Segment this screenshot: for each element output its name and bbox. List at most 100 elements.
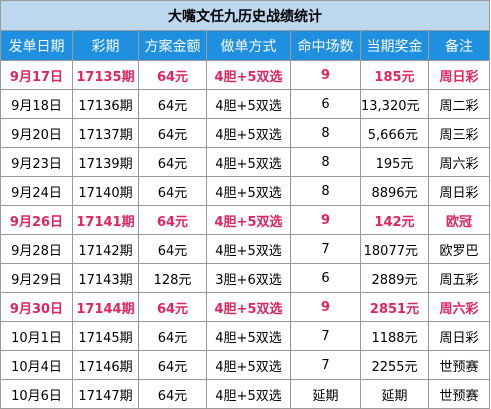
table-row: 9月18日 17136期 64元 4胆+5双选 6 13,320元 周二彩 xyxy=(0,89,491,119)
cell-prize: 142元 xyxy=(360,205,429,235)
cell-prize: 13,320元 xyxy=(360,89,429,119)
header-prize: 当期奖金 xyxy=(360,30,429,61)
header-note: 备注 xyxy=(427,30,491,61)
cell-period: 17146期 xyxy=(72,350,139,380)
cell-period: 17135期 xyxy=(72,60,139,90)
cell-amount: 64元 xyxy=(138,292,207,322)
cell-amount: 64元 xyxy=(138,234,207,264)
cell-note: 周五彩 xyxy=(427,263,491,293)
cell-note: 周日彩 xyxy=(427,176,491,206)
cell-note: 周二彩 xyxy=(427,89,491,119)
cell-method: 4胆+5双选 xyxy=(206,205,291,235)
cell-hits: 9 xyxy=(290,292,361,322)
cell-hits: 8 xyxy=(290,147,361,177)
cell-period: 17137期 xyxy=(72,118,139,148)
cell-prize: 2255元 xyxy=(360,350,429,380)
cell-amount: 64元 xyxy=(138,89,207,119)
cell-period: 17144期 xyxy=(72,292,139,322)
cell-period: 17141期 xyxy=(72,205,139,235)
cell-method: 4胆+5双选 xyxy=(206,292,291,322)
cell-method: 4胆+5双选 xyxy=(206,234,291,264)
cell-date: 10月6日 xyxy=(0,379,73,409)
table-row: 10月6日 17147期 64元 4胆+5双选 延期 延期 世预赛 xyxy=(0,379,491,409)
cell-hits: 6 xyxy=(290,263,361,293)
cell-note: 世预赛 xyxy=(427,350,491,380)
cell-method: 4胆+5双选 xyxy=(206,60,291,90)
table-row: 10月4日 17146期 64元 4胆+5双选 7 2255元 世预赛 xyxy=(0,350,491,380)
cell-amount: 64元 xyxy=(138,321,207,351)
cell-date: 9月28日 xyxy=(0,234,73,264)
table-title: 大嘴文任九历史战绩统计 xyxy=(0,0,491,31)
cell-note: 欧罗巴 xyxy=(427,234,491,264)
cell-date: 9月29日 xyxy=(0,263,73,293)
cell-hits: 7 xyxy=(290,321,361,351)
cell-date: 10月4日 xyxy=(0,350,73,380)
cell-hits: 延期 xyxy=(290,379,361,409)
table-row: 9月26日 17141期 64元 4胆+5双选 9 142元 欧冠 xyxy=(0,205,491,235)
cell-period: 17139期 xyxy=(72,147,139,177)
cell-hits: 8 xyxy=(290,118,361,148)
header-method: 做单方式 xyxy=(206,30,291,61)
cell-prize: 5,666元 xyxy=(360,118,429,148)
cell-amount: 64元 xyxy=(138,379,207,409)
cell-method: 4胆+5双选 xyxy=(206,350,291,380)
cell-hits: 9 xyxy=(290,205,361,235)
cell-period: 17143期 xyxy=(72,263,139,293)
cell-note: 周六彩 xyxy=(427,147,491,177)
table-row: 9月17日 17135期 64元 4胆+5双选 9 185元 周日彩 xyxy=(0,60,491,90)
cell-method: 4胆+5双选 xyxy=(206,176,291,206)
table-row: 9月20日 17137期 64元 4胆+5双选 8 5,666元 周三彩 xyxy=(0,118,491,148)
cell-method: 4胆+5双选 xyxy=(206,147,291,177)
cell-date: 10月1日 xyxy=(0,321,73,351)
cell-amount: 64元 xyxy=(138,205,207,235)
cell-method: 4胆+5双选 xyxy=(206,321,291,351)
cell-method: 4胆+5双选 xyxy=(206,118,291,148)
cell-prize: 1188元 xyxy=(360,321,429,351)
cell-period: 17136期 xyxy=(72,89,139,119)
title-row: 大嘴文任九历史战绩统计 xyxy=(0,0,491,31)
cell-date: 9月30日 xyxy=(0,292,73,322)
cell-date: 9月26日 xyxy=(0,205,73,235)
cell-period: 17147期 xyxy=(72,379,139,409)
cell-period: 17140期 xyxy=(72,176,139,206)
cell-date: 9月23日 xyxy=(0,147,73,177)
cell-note: 周日彩 xyxy=(427,321,491,351)
cell-period: 17142期 xyxy=(72,234,139,264)
cell-prize: 195元 xyxy=(360,147,429,177)
cell-amount: 128元 xyxy=(138,263,207,293)
cell-amount: 64元 xyxy=(138,147,207,177)
cell-hits: 7 xyxy=(290,234,361,264)
cell-prize: 延期 xyxy=(360,379,429,409)
cell-prize: 8896元 xyxy=(360,176,429,206)
cell-prize: 18077元 xyxy=(360,234,429,264)
cell-prize: 2851元 xyxy=(360,292,429,322)
cell-date: 9月20日 xyxy=(0,118,73,148)
header-date: 发单日期 xyxy=(0,30,73,61)
table-row: 9月30日 17144期 64元 4胆+5双选 9 2851元 周六彩 xyxy=(0,292,491,322)
cell-date: 9月18日 xyxy=(0,89,73,119)
cell-note: 世预赛 xyxy=(427,379,491,409)
cell-period: 17145期 xyxy=(72,321,139,351)
cell-amount: 64元 xyxy=(138,60,207,90)
cell-note: 欧冠 xyxy=(427,205,491,235)
cell-prize: 2889元 xyxy=(360,263,429,293)
cell-hits: 7 xyxy=(290,350,361,380)
header-amount: 方案金额 xyxy=(138,30,207,61)
cell-hits: 8 xyxy=(290,176,361,206)
cell-date: 9月17日 xyxy=(0,60,73,90)
cell-method: 3胆+6双选 xyxy=(206,263,291,293)
cell-hits: 6 xyxy=(290,89,361,119)
table-row: 9月23日 17139期 64元 4胆+5双选 8 195元 周六彩 xyxy=(0,147,491,177)
cell-amount: 64元 xyxy=(138,350,207,380)
cell-note: 周日彩 xyxy=(427,60,491,90)
cell-amount: 64元 xyxy=(138,118,207,148)
cell-method: 4胆+5双选 xyxy=(206,89,291,119)
header-hits: 命中场数 xyxy=(290,30,361,61)
table-row: 9月24日 17140期 64元 4胆+5双选 8 8896元 周日彩 xyxy=(0,176,491,206)
header-row: 发单日期 彩期 方案金额 做单方式 命中场数 当期奖金 备注 xyxy=(0,30,491,61)
table-row: 10月1日 17145期 64元 4胆+5双选 7 1188元 周日彩 xyxy=(0,321,491,351)
table-row: 9月28日 17142期 64元 4胆+5双选 7 18077元 欧罗巴 xyxy=(0,234,491,264)
cell-method: 4胆+5双选 xyxy=(206,379,291,409)
